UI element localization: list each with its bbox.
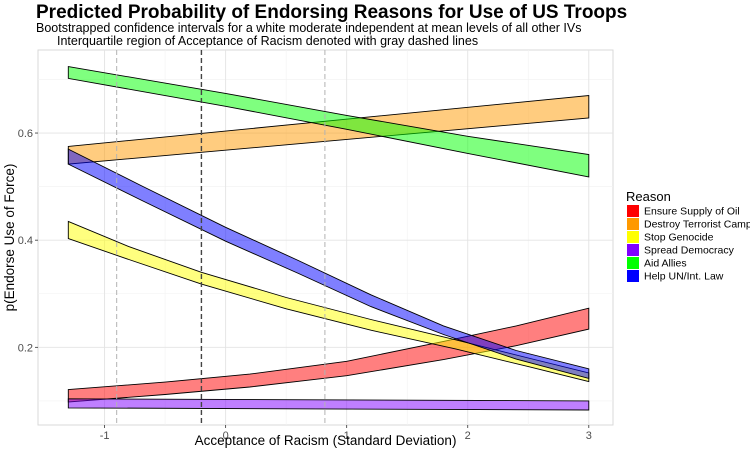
x-tick-label: 1 bbox=[344, 430, 350, 442]
band-aid-allies bbox=[67, 66, 590, 178]
y-axis-title: p(Endorse Use of Force) bbox=[2, 164, 17, 312]
x-axis-title: Acceptance of Racism (Standard Deviation… bbox=[195, 433, 457, 448]
y-tick-label: 0.2 bbox=[18, 342, 33, 354]
legend-title: Reason bbox=[626, 189, 671, 204]
legend-label-aid-allies: Aid Allies bbox=[644, 258, 687, 270]
y-axis: 0.2 0.4 0.6 bbox=[18, 128, 38, 354]
legend-swatch-ensure-supply-of-oil bbox=[627, 205, 639, 217]
legend-swatch-destroy-terrorist-camp bbox=[627, 218, 639, 230]
band-ensure-supply-of-oil bbox=[67, 307, 590, 403]
bands bbox=[67, 66, 590, 411]
legend-label-spread-democracy: Spread Democracy bbox=[644, 245, 735, 257]
chart-title: Predicted Probability of Endorsing Reaso… bbox=[36, 2, 627, 23]
band-stop-genocide bbox=[67, 220, 590, 383]
reference-lines bbox=[116, 50, 326, 425]
legend-swatch-help-un-int-law bbox=[627, 270, 639, 282]
x-axis: -1 0 1 2 3 bbox=[100, 425, 592, 442]
x-tick-label: 2 bbox=[465, 430, 471, 442]
legend-swatch-spread-democracy bbox=[627, 244, 639, 256]
legend-label-help-un-int-law: Help UN/Int. Law bbox=[644, 271, 724, 283]
y-tick-label: 0.6 bbox=[18, 128, 33, 140]
legend-swatch-stop-genocide bbox=[627, 231, 639, 243]
band-help-un-int-law bbox=[67, 148, 590, 379]
legend-label-stop-genocide: Stop Genocide bbox=[644, 232, 714, 244]
x-tick-label: 0 bbox=[223, 430, 229, 442]
chart-subtitle: Bootstrapped confidence intervals for a … bbox=[36, 21, 581, 35]
chart-subtitle-2: Interquartile region of Acceptance of Ra… bbox=[57, 34, 478, 48]
y-tick-label: 0.4 bbox=[18, 235, 33, 247]
band-spread-democracy bbox=[67, 398, 590, 411]
legend-label-destroy-terrorist-camp: Destroy Terrorist Camp bbox=[644, 219, 750, 231]
legend-label-ensure-supply-of-oil: Ensure Supply of Oil bbox=[644, 206, 740, 218]
x-tick-label: 3 bbox=[586, 430, 592, 442]
x-tick-label: -1 bbox=[100, 430, 110, 442]
legend-swatch-aid-allies bbox=[627, 257, 639, 269]
